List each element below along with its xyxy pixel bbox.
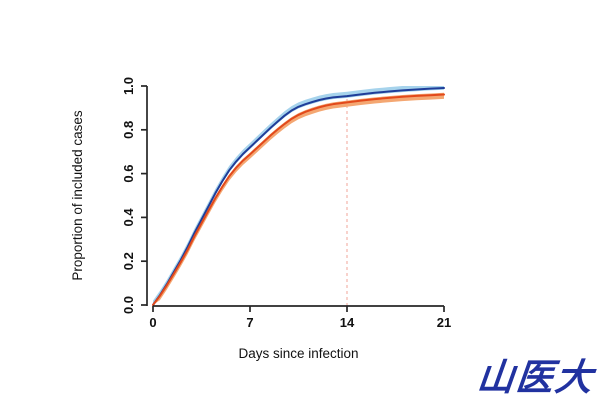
y-tick-label: 0.6 xyxy=(121,165,136,183)
x-tick-label: 0 xyxy=(149,315,156,330)
logo-watermark: 山医大 xyxy=(474,356,597,399)
y-tick-label: 0.2 xyxy=(121,252,136,270)
y-tick-label: 0.8 xyxy=(121,121,136,139)
x-tick-label: 7 xyxy=(246,315,253,330)
y-tick-label: 0.4 xyxy=(121,208,136,227)
x-axis-title: Days since infection xyxy=(238,346,358,361)
x-tick-label: 21 xyxy=(437,315,451,330)
y-tick-label: 1.0 xyxy=(121,77,136,95)
y-axis-title: Proportion of included cases xyxy=(70,110,85,281)
y-tick-label: 0.0 xyxy=(121,296,136,314)
orange-curve-line xyxy=(152,93,445,306)
blue-curve-line xyxy=(152,86,445,306)
x-tick-label: 14 xyxy=(340,315,355,330)
orange-curve-band xyxy=(153,92,444,305)
